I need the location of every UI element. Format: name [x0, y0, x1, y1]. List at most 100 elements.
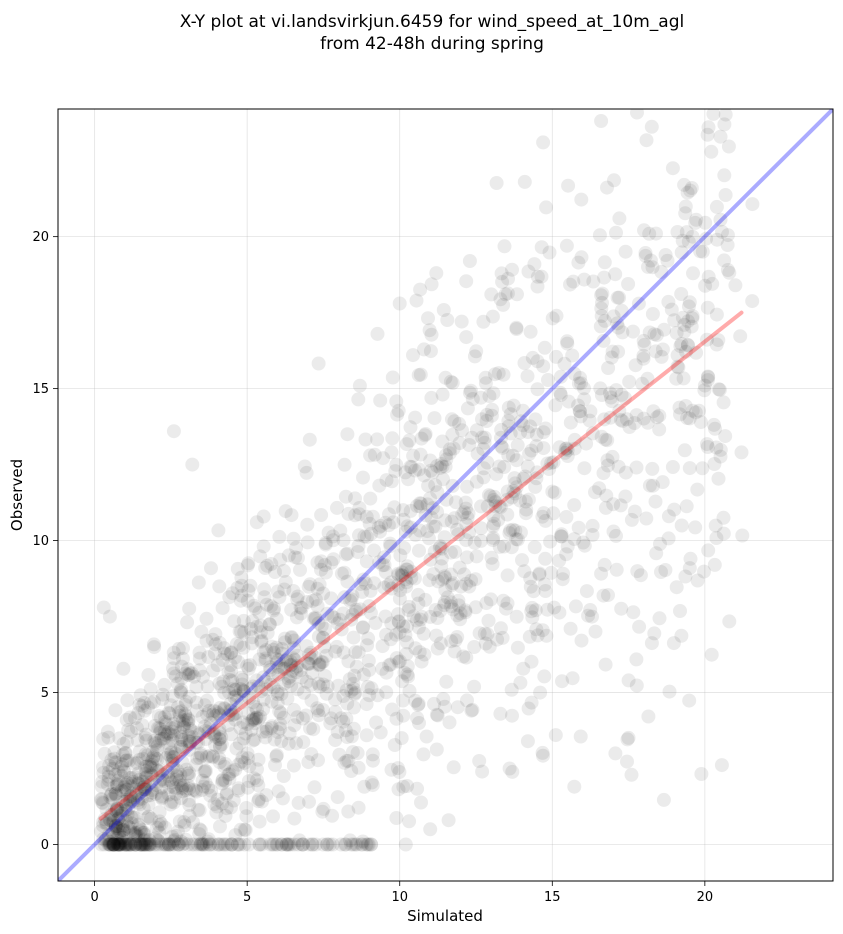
scatter-point — [337, 590, 352, 605]
scatter-point — [382, 658, 397, 673]
scatter-point — [138, 837, 153, 852]
scatter-point — [207, 797, 222, 812]
scatter-point — [525, 350, 540, 365]
scatter-point — [185, 457, 200, 472]
scatter-point — [403, 520, 418, 535]
scatter-point — [161, 747, 176, 762]
scatter-point — [419, 729, 434, 744]
scatter-point — [611, 320, 626, 335]
scatter-point — [501, 448, 516, 463]
scatter-point — [413, 447, 428, 462]
scatter-point — [387, 738, 402, 752]
scatter-point — [641, 259, 655, 274]
scatter-point — [320, 837, 335, 852]
scatter-point — [402, 683, 417, 698]
scatter-point — [192, 827, 207, 842]
scatter-point — [251, 752, 266, 767]
scatter-point — [722, 265, 737, 280]
scatter-point — [233, 593, 248, 608]
scatter-point — [692, 403, 706, 418]
scatter-point — [521, 264, 536, 279]
scatter-point — [119, 814, 134, 829]
scatter-point — [146, 637, 161, 652]
scatter-point — [681, 314, 695, 329]
scatter-point — [272, 590, 287, 605]
scatter-point — [360, 837, 375, 852]
scatter-point — [383, 632, 398, 647]
scatter-point — [408, 527, 423, 542]
scatter-point — [523, 571, 538, 586]
scatter-point — [263, 660, 278, 675]
scatter-point — [523, 324, 538, 339]
scatter-point — [127, 825, 142, 840]
scatter-point — [605, 344, 620, 359]
scatter-point — [130, 733, 145, 748]
scatter-point — [344, 592, 359, 607]
scatter-point — [358, 576, 373, 591]
scatter-point — [305, 593, 320, 608]
scatter-point — [286, 651, 301, 666]
scatter-point — [685, 309, 700, 324]
scatter-point — [514, 414, 529, 429]
scatter-point — [124, 788, 139, 803]
scatter-point — [400, 519, 415, 534]
scatter-point — [179, 712, 194, 727]
scatter-point — [632, 619, 647, 634]
scatter-point — [318, 669, 333, 683]
scatter-point — [166, 780, 181, 795]
scatter-point — [706, 109, 721, 121]
scatter-point — [674, 336, 689, 351]
scatter-point — [681, 234, 696, 249]
scatter-point — [172, 837, 187, 852]
scatter-point — [674, 518, 689, 533]
scatter-point — [554, 529, 569, 544]
scatter-point — [571, 376, 586, 391]
scatter-point — [172, 814, 187, 829]
scatter-point — [530, 465, 545, 480]
scatter-point — [522, 629, 537, 644]
scatter-point — [609, 225, 623, 240]
scatter-point — [106, 837, 121, 852]
scatter-point — [325, 837, 340, 852]
scatter-point — [287, 718, 302, 733]
scatter-point — [174, 704, 189, 719]
scatter-point — [195, 709, 210, 724]
scatter-point — [481, 613, 496, 628]
scatter-point — [240, 658, 255, 673]
scatter-point — [157, 724, 172, 739]
scatter-point — [597, 557, 612, 572]
scatter-point — [456, 649, 471, 664]
scatter-point — [642, 226, 657, 241]
scatter-point — [286, 702, 301, 717]
scatter-point — [236, 613, 251, 628]
scatter-point — [245, 713, 259, 728]
scatter-point — [278, 575, 293, 589]
scatter-point — [530, 279, 545, 294]
scatter-point — [104, 837, 119, 851]
scatter-point — [613, 498, 628, 513]
scatter-point — [629, 460, 644, 475]
scatter-point — [547, 485, 562, 500]
scatter-point — [311, 629, 326, 644]
scatter-point — [600, 180, 614, 195]
scatter-point — [483, 489, 498, 504]
scatter-point — [290, 682, 305, 697]
scatter-point — [585, 426, 600, 441]
scatter-point — [459, 330, 474, 345]
scatter-point — [179, 762, 194, 777]
scatter-point — [290, 592, 305, 607]
scatter-point — [209, 805, 224, 820]
scatter-point — [700, 300, 715, 315]
scatter-point — [186, 782, 201, 797]
scatter-point — [722, 33, 736, 47]
scatter-point — [338, 723, 353, 738]
scatter-point — [641, 709, 656, 724]
scatter-point — [306, 722, 321, 737]
scatter-point — [107, 837, 122, 852]
scatter-point — [338, 489, 353, 504]
scatter-point — [401, 669, 416, 684]
scatter-point — [136, 801, 151, 816]
scatter-point — [493, 292, 508, 307]
scatter-point — [400, 659, 415, 674]
scatter-point — [225, 708, 240, 723]
